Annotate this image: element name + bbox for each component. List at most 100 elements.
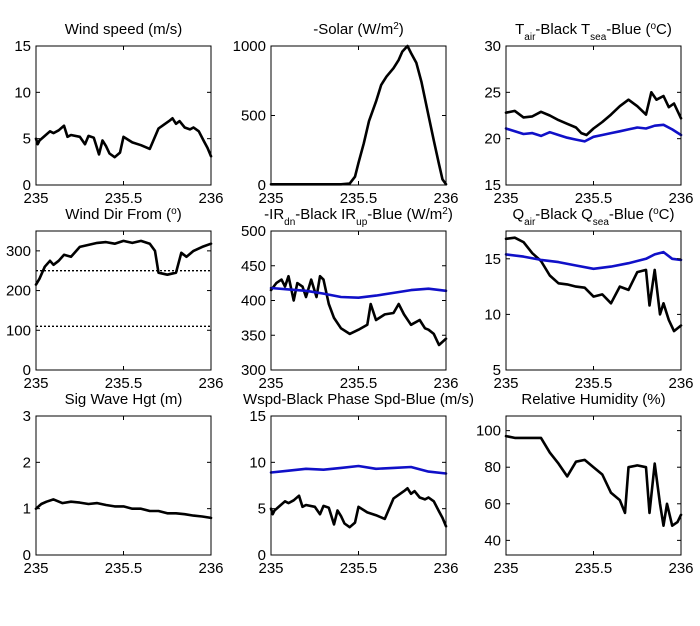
panel-title: Wind speed (m/s): [65, 21, 183, 38]
chart-panel-4: Wind Dir From (o) 235 235.5 236 0 100 200 300: [6, 206, 224, 393]
y-tick-label: 20: [484, 131, 501, 148]
title-part: dn: [284, 217, 295, 228]
title-part: T: [515, 21, 524, 38]
panel-title: -Solar (W/m2): [313, 21, 404, 39]
x-tick-label: 236: [668, 375, 693, 392]
x-tick-label: 235.5: [340, 375, 378, 392]
y-tick-label: 300: [241, 362, 266, 379]
chart-panel-7: Sig Wave Hgt (m) 235 235.5 236 0 1 2 3: [23, 391, 224, 577]
title-part: 2: [442, 206, 448, 217]
axes-frame: [35, 230, 212, 371]
title-part: ): [177, 206, 182, 223]
y-tick-label: 30: [484, 38, 501, 55]
title-part: Wspd-Black Phase Spd-Blue (m/s): [243, 391, 474, 408]
y-tick-label: 5: [258, 501, 266, 518]
series-line-blue: [269, 464, 448, 475]
y-tick-label: 15: [484, 177, 501, 194]
series-line-black: [269, 274, 448, 347]
chart-panel-1: Wind speed (m/s) 235 235.5 236 0 5 10 15: [14, 21, 223, 207]
x-tick-label: 235: [258, 190, 283, 207]
title-part: o: [650, 21, 656, 32]
y-tick-label: 400: [241, 293, 266, 310]
x-tick-label: 235.5: [575, 375, 613, 392]
x-tick-label: 236: [433, 560, 458, 577]
panel-title: Qair-Black Qsea-Blue (oC): [512, 206, 674, 228]
x-tick-label: 235: [23, 375, 48, 392]
series-line-black: [269, 486, 448, 529]
title-part: sea: [590, 32, 607, 43]
axes-frame: [35, 45, 212, 186]
x-tick-label: 236: [198, 375, 223, 392]
x-tick-label: 235: [258, 560, 283, 577]
panel-title: -IRdn-Black IRup-Blue (W/m2): [264, 206, 453, 228]
panel-title: Sig Wave Hgt (m): [65, 391, 183, 408]
series-line-black: [504, 236, 683, 333]
y-tick-label: 0: [23, 362, 31, 379]
title-part: -Black IR: [295, 206, 356, 223]
panel-title: Wind Dir From (o): [65, 206, 181, 224]
title-part: Relative Humidity (%): [521, 391, 665, 408]
series-line-black: [34, 117, 213, 159]
y-tick-label: 0: [23, 547, 31, 564]
title-part: -Solar (W/m: [313, 21, 393, 38]
title-part: sea: [593, 217, 610, 228]
title-part: -Blue (: [609, 206, 653, 223]
series-line-blue: [504, 250, 683, 271]
title-part: air: [524, 217, 536, 228]
x-tick-label: 235.5: [575, 560, 613, 577]
x-tick-label: 235.5: [575, 190, 613, 207]
y-tick-label: 80: [484, 459, 501, 476]
x-tick-label: 236: [198, 190, 223, 207]
y-tick-label: 5: [493, 362, 501, 379]
y-tick-label: 1000: [233, 38, 266, 55]
x-tick-label: 236: [433, 375, 458, 392]
title-part: -IR: [264, 206, 284, 223]
title-part: -Blue (W/m: [367, 206, 442, 223]
title-part: ): [448, 206, 453, 223]
title-part: -Blue (: [606, 21, 650, 38]
x-tick-label: 235: [493, 190, 518, 207]
title-part: Q: [512, 206, 524, 223]
x-tick-label: 236: [198, 560, 223, 577]
y-tick-label: 5: [23, 131, 31, 148]
y-tick-label: 100: [6, 322, 31, 339]
x-tick-label: 235: [258, 375, 283, 392]
series-line-blue: [269, 286, 448, 300]
y-tick-label: 350: [241, 327, 266, 344]
chart-panel-2: -Solar (W/m2) 235 235.5 236 0 500 1000: [233, 21, 459, 208]
x-tick-label: 235.5: [105, 190, 143, 207]
title-part: Wind speed (m/s): [65, 21, 183, 38]
x-tick-label: 235.5: [105, 560, 143, 577]
axes-frame: [35, 415, 212, 556]
title-part: ): [399, 21, 404, 38]
title-part: Sig Wave Hgt (m): [65, 391, 183, 408]
y-tick-label: 60: [484, 496, 501, 513]
x-tick-label: 235.5: [340, 190, 378, 207]
panel-title: Wspd-Black Phase Spd-Blue (m/s): [243, 391, 474, 408]
y-tick-label: 25: [484, 84, 501, 101]
title-part: air: [524, 32, 536, 43]
y-tick-label: 450: [241, 258, 266, 275]
title-part: -Black T: [535, 21, 590, 38]
series-line-black: [34, 239, 213, 286]
x-tick-label: 235: [493, 375, 518, 392]
title-part: C): [656, 21, 672, 38]
panel-title: Relative Humidity (%): [521, 391, 665, 408]
y-tick-label: 15: [249, 408, 266, 425]
y-tick-label: 10: [14, 84, 31, 101]
y-tick-label: 10: [484, 306, 501, 323]
panel-title: Tair-Black Tsea-Blue (oC): [515, 21, 672, 43]
x-tick-label: 235: [493, 560, 518, 577]
axes-frame: [270, 415, 447, 556]
x-tick-label: 236: [668, 560, 693, 577]
chart-panel-5: -IRdn-Black IRup-Blue (W/m2) 235 235.5 236 3…: [241, 206, 459, 393]
x-tick-label: 236: [668, 190, 693, 207]
title-part: C): [659, 206, 675, 223]
series-line-black: [269, 44, 448, 186]
chart-panel-8: Wspd-Black Phase Spd-Blue (m/s) 235 235.5 2…: [243, 391, 474, 577]
y-tick-label: 100: [476, 423, 501, 440]
y-tick-label: 15: [14, 38, 31, 55]
title-part: o: [653, 206, 659, 217]
y-tick-label: 200: [6, 283, 31, 300]
